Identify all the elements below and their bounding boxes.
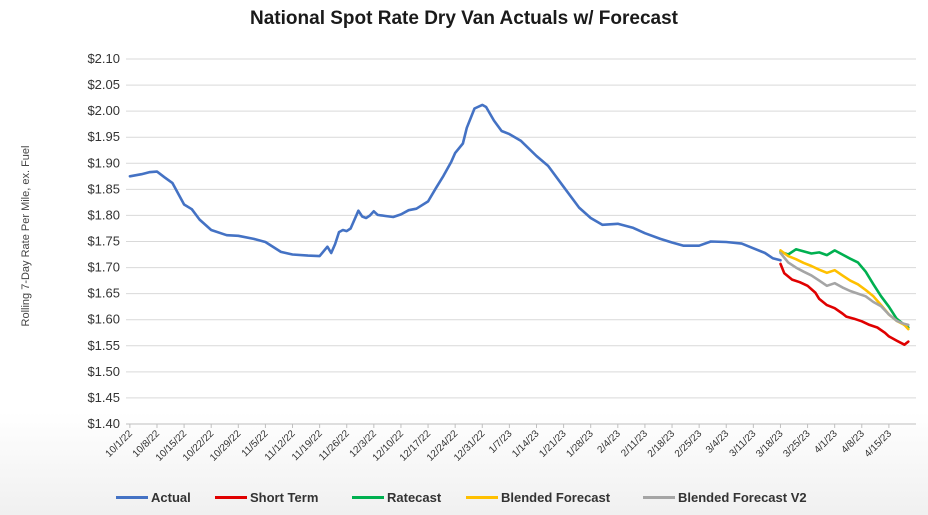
x-tick-label: 1/28/23 (564, 428, 596, 460)
legend-label: Ratecast (387, 490, 442, 505)
legend-swatch (116, 496, 148, 499)
legend-item: Short Term (215, 490, 318, 505)
x-tick-label: 3/18/23 (754, 428, 786, 460)
series-line-ratecast (779, 248, 910, 329)
legend-label: Blended Forecast (501, 490, 611, 505)
legend-label: Short Term (250, 490, 319, 505)
series-line-actual (128, 103, 782, 262)
y-tick-label: $1.40 (87, 416, 120, 431)
y-tick-label: $2.05 (87, 77, 120, 92)
y-tick-label: $1.55 (87, 338, 120, 353)
y-tick-label: $2.00 (87, 103, 120, 118)
x-tick-label: 2/25/23 (673, 428, 705, 460)
series-line-blended-forecast-v2 (779, 251, 910, 327)
y-tick-label: $1.50 (87, 364, 120, 379)
legend-swatch (215, 496, 247, 499)
x-tick-label: 3/25/23 (781, 428, 813, 460)
y-tick-label: $1.95 (87, 129, 120, 144)
x-tick-label: 11/26/22 (317, 428, 352, 463)
y-tick-label: $2.10 (87, 51, 120, 66)
x-tick-label: 2/11/23 (619, 428, 650, 459)
legend-label: Blended Forecast V2 (678, 490, 807, 505)
legend-item: Blended Forecast V2 (643, 490, 807, 505)
x-tick-label: 10/1/22 (104, 428, 136, 460)
x-tick-label: 4/15/23 (863, 428, 895, 460)
x-tick-label: 3/11/23 (728, 428, 759, 459)
x-tick-label: 4/1/23 (812, 428, 840, 456)
x-tick-label: 2/18/23 (646, 428, 678, 460)
y-tick-label: $1.75 (87, 234, 120, 249)
y-tick-label: $1.45 (87, 390, 120, 405)
x-tick-label: 1/14/23 (510, 428, 542, 460)
legend: Actual Short Term Ratecast Blended Forecast… (0, 490, 928, 512)
legend-item: Ratecast (352, 490, 441, 505)
y-tick-label: $1.80 (87, 207, 120, 222)
legend-label: Actual (151, 490, 191, 505)
y-tick-label: $1.90 (87, 155, 120, 170)
y-tick-label: $1.85 (87, 181, 120, 196)
y-tick-label: $1.70 (87, 260, 120, 275)
legend-swatch (643, 496, 675, 499)
chart-title: National Spot Rate Dry Van Actuals w/ Fo… (250, 8, 678, 29)
legend-item: Blended Forecast (466, 490, 610, 505)
legend-item: Actual (116, 490, 191, 505)
series-line-short-term (779, 262, 910, 347)
legend-swatch (466, 496, 498, 499)
y-tick-label: $1.65 (87, 286, 120, 301)
legend-swatch (352, 496, 384, 499)
x-tick-label: 1/21/23 (537, 428, 569, 460)
y-tick-label: $1.60 (87, 312, 120, 327)
